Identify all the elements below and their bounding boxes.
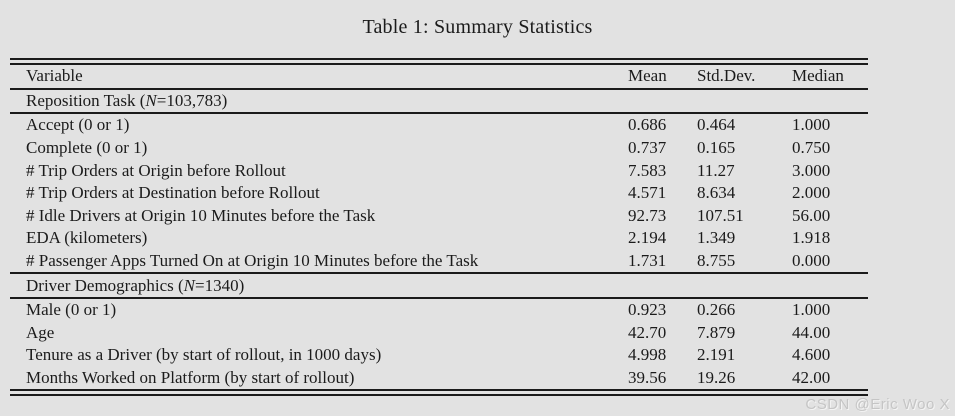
table-row-male: Male (0 or 1) 0.923 0.266 1.000 — [10, 299, 868, 322]
section-header-label: Driver Demographics (N=1340) — [10, 276, 628, 296]
row-median: 1.000 — [792, 115, 831, 135]
section-header-post: =1340) — [195, 275, 245, 295]
row-label: EDA (kilometers) — [26, 228, 148, 248]
table-rule — [10, 112, 868, 115]
row-label: Months Worked on Platform (by start of r… — [26, 368, 355, 388]
row-median: 44.00 — [792, 322, 831, 342]
row-label: # Trip Orders at Destination before Roll… — [26, 183, 320, 203]
section-header-pre: Reposition Task ( — [26, 90, 146, 110]
row-median: 1.000 — [792, 300, 831, 320]
row-label: # Idle Drivers at Origin 10 Minutes befo… — [26, 205, 376, 225]
section-header-post: =103,783) — [156, 90, 228, 110]
table-row-accept: Accept (0 or 1) 0.686 0.464 1.000 — [10, 114, 868, 137]
table-rule-bottom — [10, 389, 868, 397]
table-rule — [10, 87, 868, 90]
table-row-trip-orders-origin: # Trip Orders at Origin before Rollout 7… — [10, 159, 868, 182]
table-row-months-worked: Months Worked on Platform (by start of r… — [10, 367, 868, 390]
table-rule-top — [10, 58, 868, 65]
row-median: 56.00 — [792, 205, 831, 225]
row-label: Age — [26, 322, 55, 342]
section-header-driver-demographics: Driver Demographics (N=1340) — [10, 274, 868, 297]
row-std: 0.464 — [697, 115, 736, 135]
col-header-mean: Mean — [628, 66, 667, 86]
row-mean: 7.583 — [628, 160, 667, 180]
section-header-pre: Driver Demographics ( — [26, 275, 184, 295]
row-mean: 42.70 — [628, 322, 667, 342]
row-median: 3.000 — [792, 160, 831, 180]
row-std: 8.634 — [697, 183, 736, 203]
row-median: 1.918 — [792, 228, 831, 248]
row-mean: 39.56 — [628, 368, 667, 388]
row-median: 0.750 — [792, 138, 831, 158]
table-row-idle-drivers: # Idle Drivers at Origin 10 Minutes befo… — [10, 205, 868, 228]
table-header-row: Variable Mean Std.Dev. Median — [10, 65, 868, 88]
row-median: 42.00 — [792, 368, 831, 388]
row-mean: 4.571 — [628, 183, 667, 203]
table-rule — [10, 272, 868, 275]
row-mean: 4.998 — [628, 345, 667, 365]
row-std: 19.26 — [697, 368, 736, 388]
row-mean: 0.923 — [628, 300, 667, 320]
col-header-stddev: Std.Dev. — [697, 66, 756, 86]
section-header-n: N — [145, 90, 157, 110]
summary-statistics-table: Variable Mean Std.Dev. Median Reposition… — [10, 58, 868, 397]
row-mean: 92.73 — [628, 205, 667, 225]
row-mean: 1.731 — [628, 251, 667, 271]
row-label: Tenure as a Driver (by start of rollout,… — [26, 345, 382, 365]
col-header-variable: Variable — [26, 66, 83, 86]
table-row-tenure: Tenure as a Driver (by start of rollout,… — [10, 344, 868, 367]
row-std: 7.879 — [697, 322, 736, 342]
row-mean: 2.194 — [628, 228, 667, 248]
row-median: 2.000 — [792, 183, 831, 203]
row-std: 8.755 — [697, 251, 736, 271]
section-header-label: Reposition Task (N=103,783) — [10, 91, 628, 111]
table-row-age: Age 42.70 7.879 44.00 — [10, 322, 868, 345]
table-row-complete: Complete (0 or 1) 0.737 0.165 0.750 — [10, 137, 868, 160]
row-label: Male (0 or 1) — [26, 300, 117, 320]
row-mean: 0.737 — [628, 138, 667, 158]
table-row-trip-orders-destination: # Trip Orders at Destination before Roll… — [10, 182, 868, 205]
csdn-watermark: CSDN @Eric Woo X — [805, 396, 950, 413]
row-label: # Trip Orders at Origin before Rollout — [26, 160, 286, 180]
table-title: Table 1: Summary Statistics — [362, 16, 593, 38]
row-label: # Passenger Apps Turned On at Origin 10 … — [26, 251, 479, 271]
row-std: 107.51 — [697, 205, 744, 225]
section-header-n: N — [183, 275, 196, 295]
table-row-passenger-apps: # Passenger Apps Turned On at Origin 10 … — [10, 250, 868, 273]
row-std: 1.349 — [697, 228, 736, 248]
row-median: 4.600 — [792, 345, 831, 365]
row-median: 0.000 — [792, 251, 831, 271]
table-rule — [10, 296, 868, 299]
row-label: Accept (0 or 1) — [26, 115, 130, 135]
section-header-reposition-task: Reposition Task (N=103,783) — [10, 90, 868, 113]
row-mean: 0.686 — [628, 115, 667, 135]
row-label: Complete (0 or 1) — [26, 138, 148, 158]
row-std: 0.165 — [697, 138, 736, 158]
table-row-eda: EDA (kilometers) 2.194 1.349 1.918 — [10, 227, 868, 250]
row-std: 0.266 — [697, 300, 736, 320]
col-header-median: Median — [792, 66, 844, 86]
row-std: 2.191 — [697, 345, 736, 365]
row-std: 11.27 — [697, 160, 735, 180]
